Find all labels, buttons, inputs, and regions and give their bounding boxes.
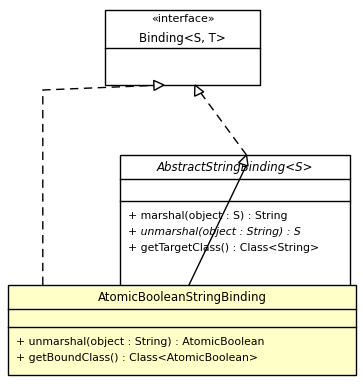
Text: + getTargetClass() : Class<String>: + getTargetClass() : Class<String> xyxy=(128,243,319,253)
Text: + unmarshal(object : String) : AtomicBoolean: + unmarshal(object : String) : AtomicBoo… xyxy=(16,337,264,347)
Text: AbstractStringBinding<S>: AbstractStringBinding<S> xyxy=(157,161,313,174)
Text: Binding<S, T>: Binding<S, T> xyxy=(139,32,226,45)
Text: + marshal(object : S) : String: + marshal(object : S) : String xyxy=(128,211,287,221)
Text: «interface»: «interface» xyxy=(151,15,214,25)
Polygon shape xyxy=(238,155,248,166)
Text: + unmarshal(object : String) : S: + unmarshal(object : String) : S xyxy=(128,227,301,237)
Text: AtomicBooleanStringBinding: AtomicBooleanStringBinding xyxy=(98,291,266,303)
Bar xyxy=(120,155,350,315)
Bar xyxy=(8,285,356,375)
Polygon shape xyxy=(195,85,204,96)
Text: + getBoundClass() : Class<AtomicBoolean>: + getBoundClass() : Class<AtomicBoolean> xyxy=(16,353,258,363)
Bar xyxy=(105,10,260,85)
Polygon shape xyxy=(154,80,164,90)
